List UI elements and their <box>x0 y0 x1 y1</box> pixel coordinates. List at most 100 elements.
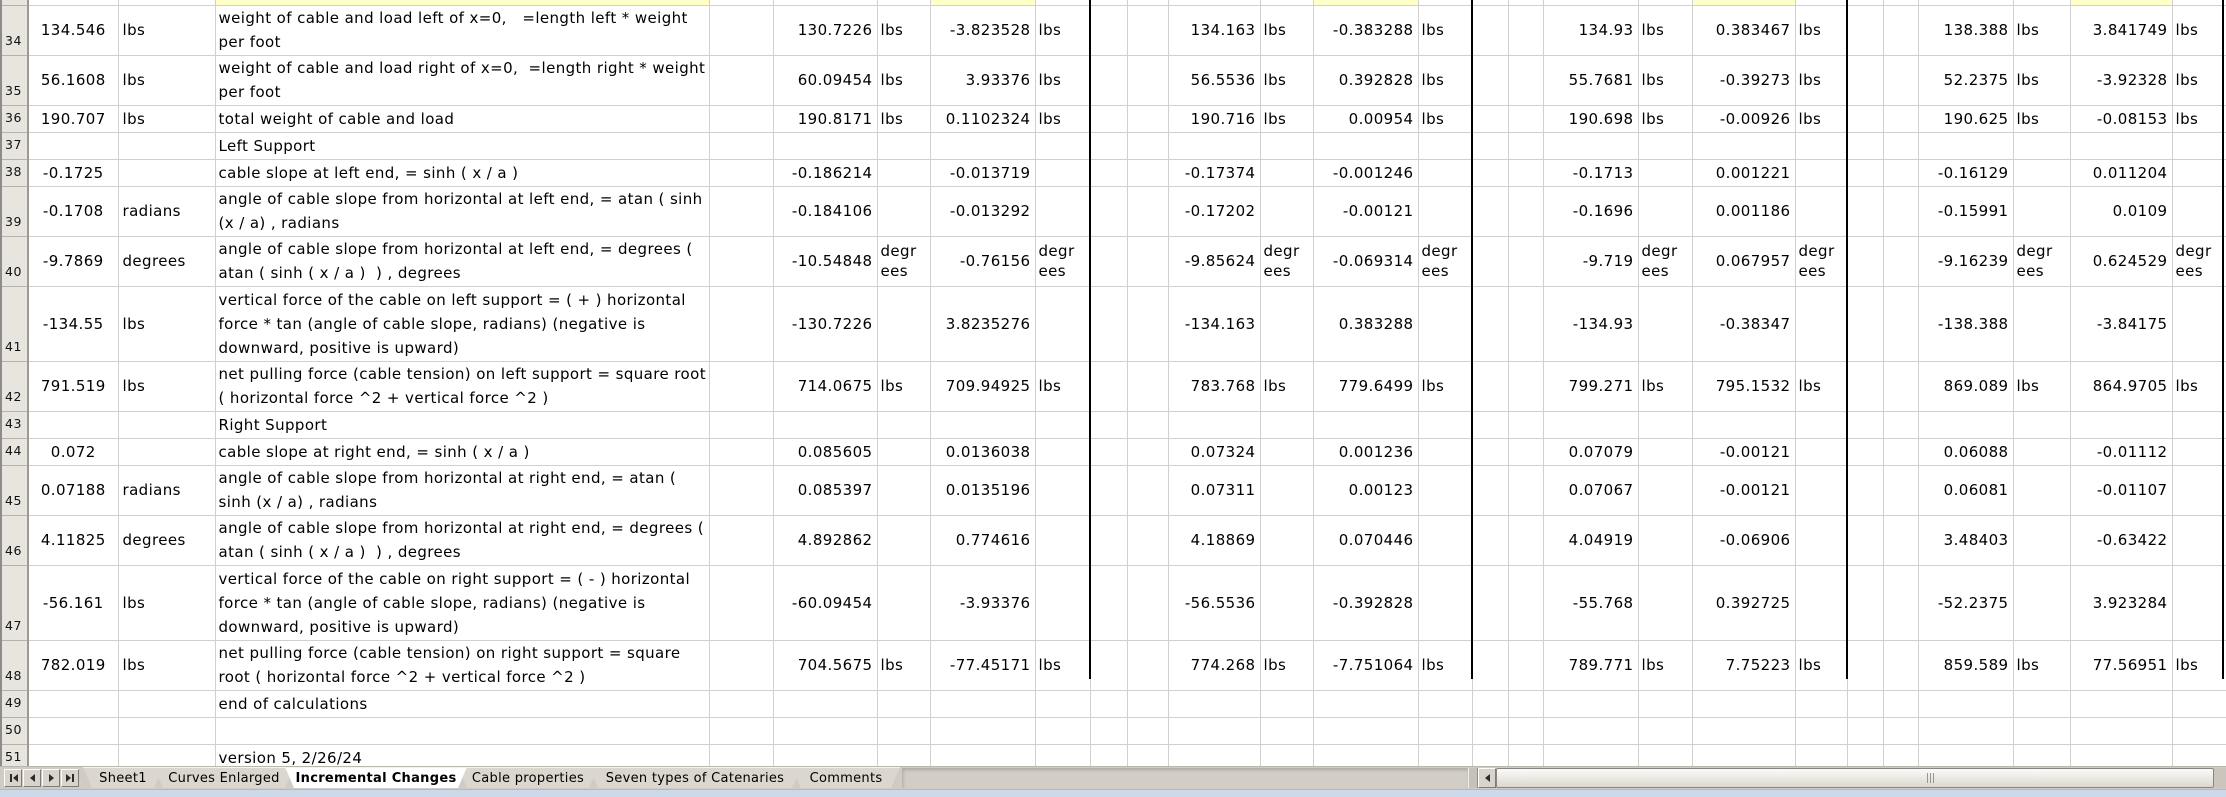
cell-g2-value[interactable]: -9.85624 <box>1168 236 1261 287</box>
cell-g1-change[interactable]: 3.8235276 <box>930 286 1036 362</box>
cell-g4-change-unit[interactable]: lbs <box>2172 361 2226 412</box>
cell-g1-unit[interactable] <box>877 515 931 566</box>
cell-g2-value[interactable]: -0.17374 <box>1168 159 1261 187</box>
tab-scroll-last-button[interactable] <box>61 769 79 787</box>
cell-g4-change[interactable]: 3.841749 <box>2070 5 2173 56</box>
cell-g4-unit[interactable] <box>2013 515 2071 566</box>
cell-g4-value[interactable]: -52.2375 <box>1918 565 2014 641</box>
cell-g1-change-unit[interactable]: lbs <box>1035 55 1091 106</box>
cell-empty[interactable] <box>709 438 774 466</box>
cell-g1-value[interactable] <box>773 717 878 745</box>
cell-empty[interactable] <box>1090 640 1128 691</box>
cell-empty[interactable] <box>1472 411 1509 439</box>
cell-g3-unit[interactable]: lbs <box>1638 55 1693 106</box>
cell-empty[interactable] <box>1883 361 1919 412</box>
cell-g4-change[interactable]: -3.84175 <box>2070 286 2173 362</box>
cell-g2-unit[interactable]: degrees <box>1260 236 1314 287</box>
cell-g4-unit[interactable]: lbs <box>2013 361 2071 412</box>
cell-g2-unit[interactable] <box>1260 0 1314 6</box>
cell-g4-change[interactable]: 3.923284 <box>2070 565 2173 641</box>
cell-g1-change-unit[interactable] <box>1035 159 1091 187</box>
cell-g1-value[interactable]: -60.09454 <box>773 565 878 641</box>
cell-empty[interactable] <box>1847 411 1884 439</box>
cell-g3-change[interactable]: 0.392725 <box>1692 565 1796 641</box>
cell-g2-change[interactable]: 0.383288 <box>1313 286 1419 362</box>
cell-g1-change-unit[interactable]: lbs <box>1035 361 1091 412</box>
cell-base-value[interactable]: -134.55 <box>28 286 119 362</box>
cell-g2-unit[interactable] <box>1260 465 1314 516</box>
cell-empty[interactable] <box>1847 186 1884 237</box>
cell-g2-unit[interactable]: lbs <box>1260 361 1314 412</box>
cell-g4-unit[interactable] <box>2013 717 2071 745</box>
cell-empty[interactable] <box>709 55 774 106</box>
cell-g3-change-unit[interactable] <box>1795 159 1848 187</box>
cell-empty[interactable] <box>1508 236 1544 287</box>
cell-description[interactable]: weight of cable and load right of x=0, =… <box>215 55 710 106</box>
cell-empty[interactable] <box>1883 0 1919 6</box>
tab-cable-properties[interactable]: Cable properties <box>458 767 598 788</box>
cell-g3-change[interactable] <box>1692 132 1796 160</box>
cell-description[interactable]: angle of cable slope from horizontal at … <box>215 465 710 516</box>
cell-g2-change[interactable]: 779.6499 <box>1313 361 1419 412</box>
cell-empty[interactable] <box>1090 717 1128 745</box>
cell-description[interactable]: Left Support <box>215 132 710 160</box>
cell-g1-value[interactable]: 60.09454 <box>773 55 878 106</box>
cell-description[interactable]: cable slope at right end, = sinh ( x / a… <box>215 438 710 466</box>
cell-g2-unit[interactable]: lbs <box>1260 5 1314 56</box>
hscroll-left-arrow-button[interactable] <box>1478 768 1496 788</box>
cell-empty[interactable] <box>709 236 774 287</box>
cell-g3-value[interactable] <box>1543 132 1639 160</box>
cell-g4-change-unit[interactable] <box>2172 717 2226 745</box>
cell-g4-change-unit[interactable] <box>2172 132 2226 160</box>
cell-empty[interactable] <box>1508 411 1544 439</box>
cell-g2-value[interactable]: 0.07324 <box>1168 438 1261 466</box>
cell-base-unit[interactable] <box>118 438 216 466</box>
row-header[interactable]: 36 <box>0 105 29 133</box>
cell-empty[interactable] <box>1090 361 1128 412</box>
cell-g2-unit[interactable] <box>1260 717 1314 745</box>
cell-description[interactable] <box>215 0 710 6</box>
cell-g2-unit[interactable] <box>1260 690 1314 718</box>
cell-g4-change-unit[interactable] <box>2172 438 2226 466</box>
cell-empty[interactable] <box>1883 236 1919 287</box>
cell-empty[interactable] <box>709 717 774 745</box>
cell-g1-change-unit[interactable] <box>1035 690 1091 718</box>
cell-base-value[interactable]: 56.1608 <box>28 55 119 106</box>
cell-g1-change[interactable]: -3.823528 <box>930 5 1036 56</box>
cell-empty[interactable] <box>1472 640 1509 691</box>
cell-g4-value[interactable] <box>1918 690 2014 718</box>
cell-g1-change[interactable]: 3.93376 <box>930 55 1036 106</box>
cell-description[interactable]: vertical force of the cable on right sup… <box>215 565 710 641</box>
cell-g4-change[interactable]: 77.56951 <box>2070 640 2173 691</box>
cell-g4-change-unit[interactable]: lbs <box>2172 640 2226 691</box>
cell-g1-change-unit[interactable] <box>1035 465 1091 516</box>
cell-empty[interactable] <box>709 186 774 237</box>
cell-g4-value[interactable]: -0.16129 <box>1918 159 2014 187</box>
cell-g1-change-unit[interactable] <box>1035 515 1091 566</box>
cell-empty[interactable] <box>1883 55 1919 106</box>
cell-g1-unit[interactable]: lbs <box>877 361 931 412</box>
cell-g2-change-unit[interactable] <box>1418 186 1473 237</box>
cell-g1-change-unit[interactable]: lbs <box>1035 5 1091 56</box>
row-header[interactable]: 38 <box>0 159 29 187</box>
cell-g2-change-unit[interactable]: degrees <box>1418 236 1473 287</box>
cell-g2-change[interactable] <box>1313 411 1419 439</box>
cell-empty[interactable] <box>1090 438 1128 466</box>
cell-g4-change[interactable]: 0.0109 <box>2070 186 2173 237</box>
cell-empty[interactable] <box>709 640 774 691</box>
cell-g2-value[interactable] <box>1168 690 1261 718</box>
cell-g1-change-unit[interactable] <box>1035 286 1091 362</box>
cell-g3-value[interactable]: -9.719 <box>1543 236 1639 287</box>
cell-g1-value[interactable]: -130.7226 <box>773 286 878 362</box>
cell-empty[interactable] <box>1127 0 1169 6</box>
cell-g4-change-unit[interactable] <box>2172 411 2226 439</box>
cell-g4-change[interactable]: -0.08153 <box>2070 105 2173 133</box>
cell-g3-change[interactable] <box>1692 0 1796 6</box>
cell-g3-change[interactable]: 795.1532 <box>1692 361 1796 412</box>
cell-base-unit[interactable] <box>118 690 216 718</box>
cell-g2-value[interactable]: 783.768 <box>1168 361 1261 412</box>
cell-empty[interactable] <box>1090 411 1128 439</box>
cell-g1-unit[interactable] <box>877 411 931 439</box>
cell-empty[interactable] <box>1090 565 1128 641</box>
cell-g4-value[interactable] <box>1918 132 2014 160</box>
